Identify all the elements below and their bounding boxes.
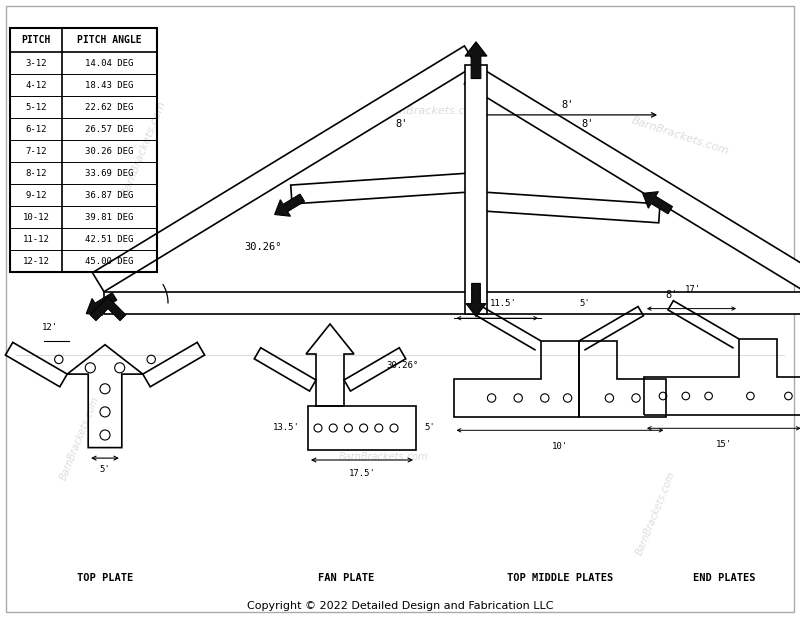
Text: 45.00 DEG: 45.00 DEG	[86, 256, 134, 266]
Text: 36.87 DEG: 36.87 DEG	[86, 190, 134, 200]
Text: 5-12: 5-12	[26, 103, 46, 111]
Polygon shape	[290, 172, 476, 204]
Text: 30.26 DEG: 30.26 DEG	[86, 146, 134, 156]
Text: 11-12: 11-12	[22, 234, 50, 243]
Text: 17.5': 17.5'	[349, 469, 375, 478]
Polygon shape	[86, 293, 117, 315]
Text: 5': 5'	[424, 423, 434, 433]
Text: END PLATES: END PLATES	[693, 573, 755, 583]
Bar	[465, 65, 487, 314]
Text: Copyright © 2022 Detailed Design and Fabrication LLC: Copyright © 2022 Detailed Design and Fab…	[246, 601, 554, 611]
Text: BarnBrackets.com: BarnBrackets.com	[120, 99, 168, 198]
Text: 8': 8'	[396, 119, 408, 129]
Text: 8': 8'	[562, 100, 574, 110]
Text: 8': 8'	[666, 290, 678, 300]
Text: 22.62 DEG: 22.62 DEG	[86, 103, 134, 111]
Text: 10': 10'	[552, 442, 568, 451]
Text: 7-12: 7-12	[26, 146, 46, 156]
Text: FAN PLATE: FAN PLATE	[318, 573, 374, 583]
Polygon shape	[474, 192, 660, 223]
Text: 6-12: 6-12	[26, 124, 46, 133]
Text: 5': 5'	[579, 298, 590, 308]
Text: 4-12: 4-12	[26, 80, 46, 90]
Polygon shape	[465, 65, 800, 311]
Text: 8-12: 8-12	[26, 169, 46, 177]
Text: 33.69 DEG: 33.69 DEG	[86, 169, 134, 177]
Text: 30.26°: 30.26°	[244, 242, 282, 252]
Text: 12': 12'	[42, 323, 58, 332]
Text: 10-12: 10-12	[22, 213, 50, 221]
Text: PITCH: PITCH	[22, 35, 50, 45]
Text: 42.51 DEG: 42.51 DEG	[86, 234, 134, 243]
Text: BarnBrackets.com: BarnBrackets.com	[634, 470, 678, 556]
Text: 30.26°: 30.26°	[386, 362, 418, 371]
Text: 13.5': 13.5'	[273, 423, 300, 433]
Text: 11.5': 11.5'	[490, 298, 517, 308]
Text: 8': 8'	[582, 119, 594, 129]
Polygon shape	[465, 42, 487, 78]
Text: 9-12: 9-12	[26, 190, 46, 200]
Text: 26.57 DEG: 26.57 DEG	[86, 124, 134, 133]
Text: 39.81 DEG: 39.81 DEG	[86, 213, 134, 221]
Text: 17': 17'	[686, 285, 702, 294]
Text: BarnBrackets.com: BarnBrackets.com	[381, 106, 483, 116]
Polygon shape	[93, 46, 476, 292]
Bar	[104, 292, 800, 314]
Polygon shape	[90, 297, 126, 321]
Polygon shape	[642, 192, 673, 214]
Text: TOP PLATE: TOP PLATE	[77, 573, 133, 583]
Text: 12-12: 12-12	[22, 256, 50, 266]
Text: 18.43 DEG: 18.43 DEG	[86, 80, 134, 90]
Text: 14.04 DEG: 14.04 DEG	[86, 59, 134, 67]
Text: TOP MIDDLE PLATES: TOP MIDDLE PLATES	[507, 573, 613, 583]
Polygon shape	[466, 284, 486, 316]
Text: 3-12: 3-12	[26, 59, 46, 67]
Text: 15': 15'	[716, 439, 732, 449]
Text: BarnBrackets.com: BarnBrackets.com	[339, 452, 429, 462]
Polygon shape	[274, 194, 305, 216]
Text: PITCH ANGLE: PITCH ANGLE	[77, 35, 142, 45]
Bar	[10, 28, 157, 272]
Text: BarnBrackets.com: BarnBrackets.com	[630, 116, 730, 156]
Text: BarnBrackets.com: BarnBrackets.com	[58, 396, 102, 482]
Text: 5': 5'	[100, 465, 110, 474]
